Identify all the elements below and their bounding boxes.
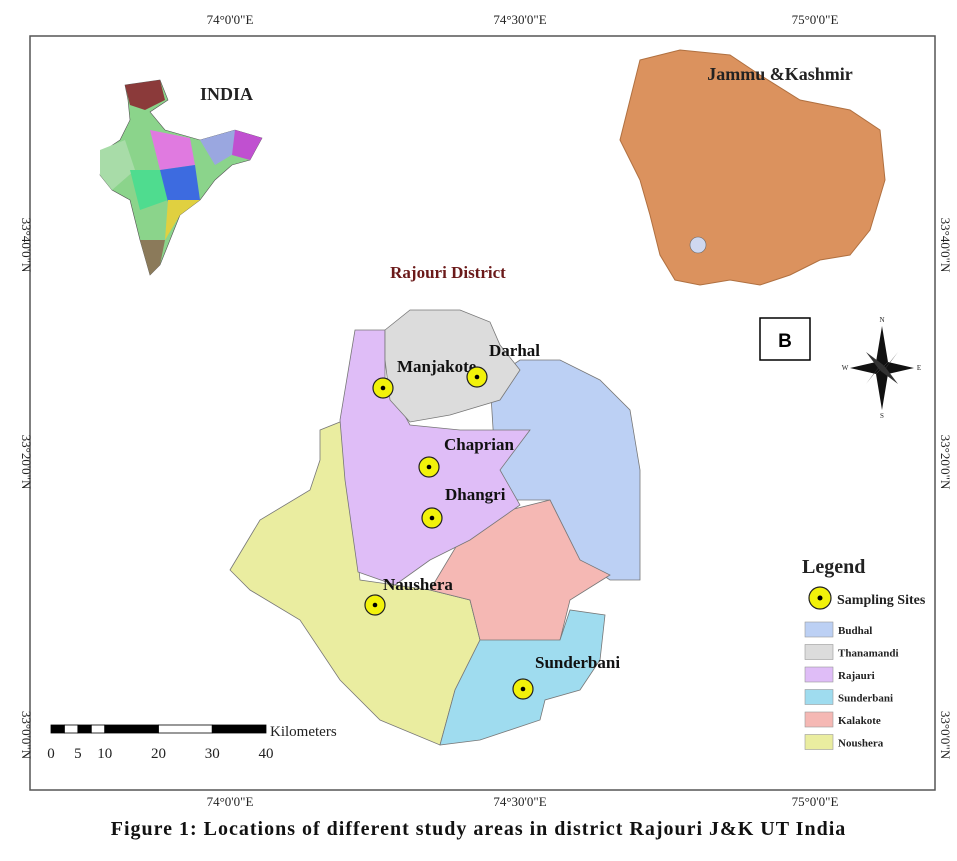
sampling-site-dot (474, 374, 480, 380)
legend-item-label: Sunderbani (838, 693, 893, 705)
compass-s: S (880, 412, 884, 420)
scale-segment (211, 724, 267, 734)
india-inset-map (99, 79, 263, 276)
rajouri-highlight (689, 236, 707, 254)
legend-item-label: Thanamandi (838, 648, 899, 660)
scale-tick-label: 5 (74, 746, 82, 762)
district-map (229, 309, 641, 746)
scale-tick-label: 0 (47, 746, 55, 762)
sampling-sites: Manjakote Darhal Chaprian Dhangri Naushera Su… (364, 341, 620, 700)
coord-left: 33°20'0"N (19, 435, 34, 490)
scale-tick-label: 10 (97, 746, 112, 762)
compass-w: W (842, 364, 849, 372)
legend-item-label: Rajauri (838, 670, 875, 682)
coord-bottom: 75°0'0"E (792, 794, 839, 809)
site-label: Darhal (489, 341, 540, 360)
panel-label: B (778, 331, 792, 352)
legend-item-label: Budhal (838, 625, 872, 637)
legend-swatch (804, 711, 834, 728)
figure-caption: Figure 1: Locations of different study a… (110, 818, 847, 840)
site-label: Naushera (383, 575, 453, 594)
district-kalakote (429, 499, 611, 651)
coord-bottom: 74°0'0"E (207, 794, 254, 809)
sampling-site-dot (429, 515, 435, 521)
jk-label: Jammu &Kashmir (707, 64, 853, 84)
legend-swatch (804, 644, 834, 660)
legend-sampling-label: Sampling Sites (837, 593, 926, 608)
site-label: Chaprian (444, 435, 514, 454)
scale-segment (77, 724, 92, 734)
site-label: Sunderbani (535, 653, 620, 672)
coord-right: 33°20'0"N (938, 435, 953, 490)
legend-title: Legend (802, 556, 865, 578)
map-title: Rajouri District (390, 263, 506, 282)
scale-segment (50, 724, 65, 734)
sampling-site-dot (426, 464, 432, 470)
coord-left: 33°0'0"N (19, 711, 34, 760)
scale-segment (158, 724, 213, 734)
district-sunderbani (439, 609, 606, 746)
sampling-site-legend-dot (817, 595, 823, 601)
scale-bar: 0 5 10 20 30 40 (47, 724, 274, 762)
scale-segment (64, 724, 79, 734)
north-arrow-icon (850, 326, 914, 410)
coord-right: 33°40'0"N (938, 218, 953, 273)
india-label: INDIA (200, 84, 253, 104)
coord-bottom: 74°30'0"E (493, 794, 546, 809)
scale-unit: Kilometers (270, 724, 337, 740)
legend-swatch (804, 734, 834, 750)
sampling-site-dot (380, 385, 386, 391)
coord-top: 75°0'0"E (792, 12, 839, 27)
sampling-site-dot (520, 686, 526, 692)
scale-tick-label: 20 (151, 746, 166, 762)
coord-left: 33°40'0"N (19, 218, 34, 273)
legend-swatch (804, 621, 834, 638)
site-label: Manjakote (397, 357, 477, 376)
sampling-site-dot (372, 602, 378, 608)
legend-item-label: Noushera (838, 738, 884, 750)
legend-swatch (804, 666, 834, 683)
panel-label-box (759, 317, 811, 361)
legend-swatch (804, 689, 834, 705)
jk-inset-map (619, 49, 886, 286)
coord-top: 74°30'0"E (493, 12, 546, 27)
compass-e: E (917, 364, 921, 372)
compass-n: N (879, 316, 884, 324)
legend-item-label: Kalakote (838, 715, 881, 727)
coord-top: 74°0'0"E (207, 12, 254, 27)
site-label: Dhangri (445, 485, 506, 504)
scale-tick-label: 40 (259, 746, 274, 762)
coord-right: 33°0'0"N (938, 711, 953, 760)
scale-tick-label: 30 (205, 746, 220, 762)
legend-items: Budhal Thanamandi Rajauri Sunderbani Kalakot… (804, 621, 899, 750)
scale-segment (90, 724, 106, 734)
scale-segment (104, 724, 159, 734)
